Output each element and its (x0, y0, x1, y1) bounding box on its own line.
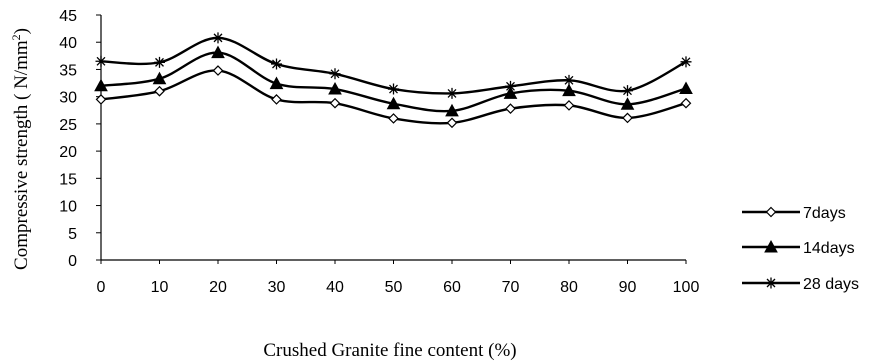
x-tick-label: 100 (673, 279, 700, 296)
x-tick-label: 40 (326, 279, 344, 296)
data-point (212, 65, 224, 76)
legend-label: 28 days (803, 276, 859, 293)
data-point (388, 83, 399, 95)
legend: 7days 14days 28 days (742, 205, 859, 293)
y-tick-label: 15 (59, 171, 77, 188)
y-tick-label: 30 (59, 90, 77, 107)
x-tick-label: 80 (560, 279, 578, 296)
series-2 (94, 45, 693, 117)
data-point (269, 76, 284, 90)
data-point (503, 86, 518, 99)
data-point (94, 78, 108, 92)
data-point (622, 112, 633, 124)
y-tick-label: 20 (59, 144, 77, 161)
data-point (386, 96, 401, 110)
data-point (271, 94, 282, 105)
x-tick-label: 30 (268, 279, 286, 296)
y-tick-label: 10 (59, 199, 77, 216)
axes: 0 5 10 15 20 25 30 35 40 45 0 10 20 30 40 50 60 70 80 90 100 (59, 8, 699, 296)
legend-marker (765, 277, 777, 289)
y-tick-label: 0 (68, 253, 77, 270)
x-tick-label: 50 (385, 279, 403, 296)
data-point (620, 97, 635, 110)
x-tick-label: 70 (502, 279, 520, 296)
data-point (329, 97, 341, 109)
x-tick-label: 0 (97, 279, 106, 296)
x-tick-label: 60 (443, 279, 461, 296)
data-point (329, 68, 341, 80)
data-point (328, 82, 342, 95)
y-tick-label: 35 (59, 62, 77, 79)
data-point (154, 56, 165, 68)
data-point (388, 113, 399, 124)
legend-marker (764, 239, 778, 253)
series-3 (95, 32, 692, 99)
data-point (95, 55, 107, 67)
series-1 (95, 65, 692, 129)
y-tick-label: 25 (59, 117, 77, 134)
data-point (211, 45, 225, 59)
data-point (212, 32, 224, 44)
data-point (505, 80, 516, 92)
legend-label: 7days (803, 205, 846, 222)
y-tick-label: 40 (59, 35, 77, 52)
y-tick-label: 5 (68, 226, 77, 243)
data-point (680, 56, 692, 68)
data-point (563, 74, 575, 86)
data-point (562, 83, 576, 97)
series-layer (94, 32, 693, 129)
x-tick-label: 90 (619, 279, 637, 296)
data-point (679, 81, 693, 94)
data-point (680, 97, 692, 109)
x-tick-label: 20 (209, 279, 227, 296)
x-axis-title: Crushed Granite fine content (%) (263, 340, 516, 361)
data-point (505, 103, 516, 114)
data-point (271, 58, 282, 70)
data-point (563, 100, 575, 111)
y-axis-title: Compressive strength ( N/mm2) (9, 28, 32, 270)
data-point (445, 103, 459, 117)
data-point (622, 85, 633, 97)
legend-label: 14days (803, 240, 855, 257)
legend-marker (765, 206, 777, 218)
y-tick-label: 45 (59, 8, 77, 25)
data-point (152, 71, 167, 85)
data-point (95, 94, 107, 105)
x-tick-label: 10 (151, 279, 169, 296)
data-point (446, 117, 458, 129)
data-point (446, 87, 458, 99)
data-point (154, 85, 165, 97)
